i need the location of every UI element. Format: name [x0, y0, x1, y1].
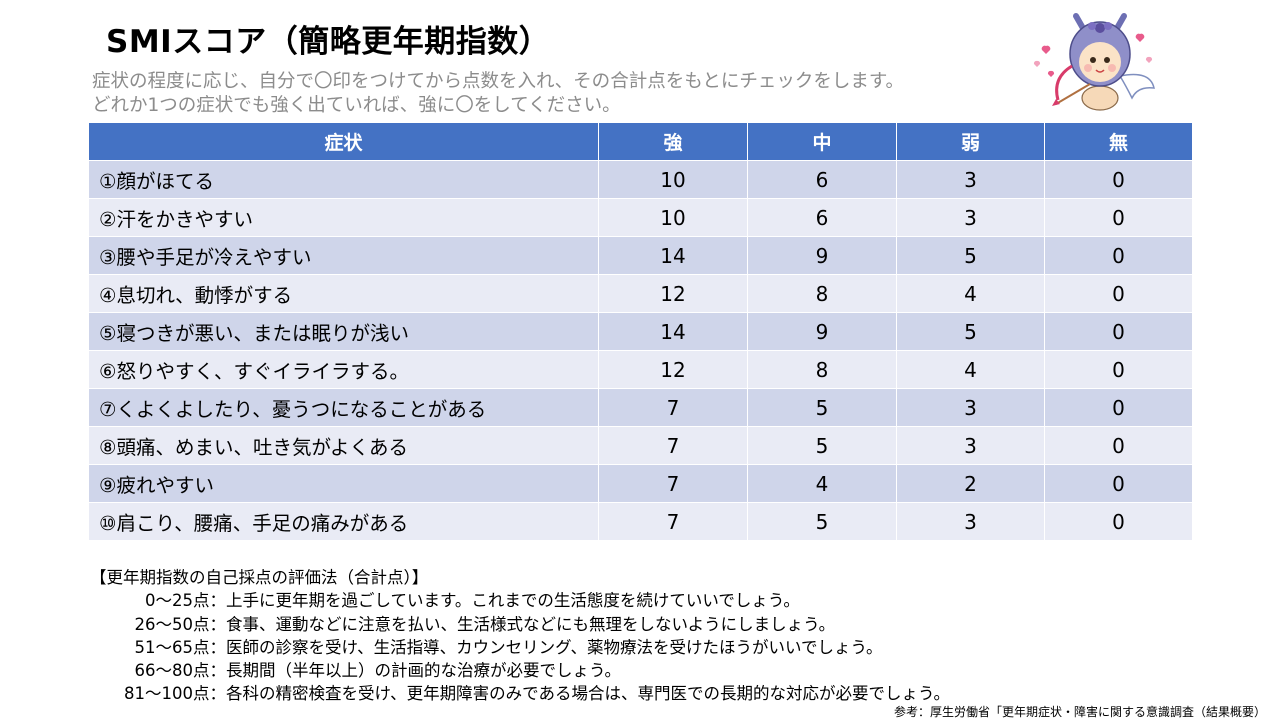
score-advice: 上手に更年期を過ごしています。これまでの生活態度を続けていいでしょう。: [226, 591, 800, 611]
score-advice: 各科の精密検査を受け、更年期障害のみである場合は、専門医での長期的な対応が必要で…: [226, 684, 951, 704]
instruction-line-2: どれか1つの症状でも強く出ていれば、強に〇をしてください。: [92, 95, 621, 116]
score-weak: 2: [896, 464, 1045, 503]
evaluation-section: 【更年期指数の自己採点の評価法（合計点）】 0～25点：上手に更年期を過ごしてい…: [90, 566, 950, 706]
score-none: 0: [1044, 350, 1193, 389]
header-medium: 中: [747, 122, 897, 161]
table-row: ⑦くよくよしたり、憂うつになることがある 7 5 3 0: [88, 388, 1193, 427]
score-none: 0: [1044, 198, 1193, 237]
evaluation-item: 81～100点：各科の精密検査を受け、更年期障害のみである場合は、専門医での長期…: [90, 682, 950, 705]
score-none: 0: [1044, 464, 1193, 503]
symptom-cell: ④息切れ、動悸がする: [88, 274, 599, 313]
score-none: 0: [1044, 388, 1193, 427]
symptom-cell: ⑥怒りやすく、すぐイライラする。: [88, 350, 599, 389]
score-strong: 7: [598, 388, 748, 427]
evaluation-item: 66～80点：長期間（半年以上）の計画的な治療が必要でしょう。: [90, 659, 950, 682]
table-row: ⑨疲れやすい 7 4 2 0: [88, 464, 1193, 503]
score-advice: 食事、運動などに注意を払い、生活様式などにも無理をしないようにしましょう。: [226, 614, 836, 634]
score-advice: 医師の診察を受け、生活指導、カウンセリング、薬物療法を受けたほうがいいでしょう。: [226, 637, 883, 657]
score-weak: 4: [896, 274, 1045, 313]
table-row: ③腰や手足が冷えやすい 14 9 5 0: [88, 236, 1193, 275]
symptom-cell: ⑨疲れやすい: [88, 464, 599, 503]
table-row: ⑤寝つきが悪い、または眠りが浅い 14 9 5 0: [88, 312, 1193, 351]
table-row: ②汗をかきやすい 10 6 3 0: [88, 198, 1193, 237]
score-strong: 12: [598, 274, 748, 313]
score-medium: 5: [747, 502, 897, 541]
score-weak: 3: [896, 426, 1045, 465]
table-header-row: 症状 強 中 弱 無: [88, 122, 1193, 161]
score-medium: 4: [747, 464, 897, 503]
score-medium: 8: [747, 274, 897, 313]
header-strong: 強: [598, 122, 748, 161]
score-strong: 12: [598, 350, 748, 389]
score-weak: 5: [896, 236, 1045, 275]
table-row: ①顔がほてる 10 6 3 0: [88, 160, 1193, 199]
symptom-cell: ⑩肩こり、腰痛、手足の痛みがある: [88, 502, 599, 541]
symptom-cell: ①顔がほてる: [88, 160, 599, 199]
symptom-cell: ⑤寝つきが悪い、または眠りが浅い: [88, 312, 599, 351]
score-range: 26～50点：: [134, 614, 227, 634]
score-strong: 14: [598, 236, 748, 275]
table-row: ⑧頭痛、めまい、吐き気がよくある 7 5 3 0: [88, 426, 1193, 465]
score-none: 0: [1044, 274, 1193, 313]
table-row: ⑩肩こり、腰痛、手足の痛みがある 7 5 3 0: [88, 502, 1193, 541]
score-weak: 3: [896, 198, 1045, 237]
evaluation-item: 26～50点：食事、運動などに注意を払い、生活様式などにも無理をしないようにしま…: [90, 613, 950, 636]
smi-score-table: 症状 強 中 弱 無 ①顔がほてる 10 6 3 0 ②汗をかきやすい 10 6…: [88, 122, 1193, 541]
score-advice: 長期間（半年以上）の計画的な治療が必要でしょう。: [226, 661, 622, 681]
score-none: 0: [1044, 502, 1193, 541]
score-none: 0: [1044, 236, 1193, 275]
header-weak: 弱: [896, 122, 1045, 161]
score-strong: 14: [598, 312, 748, 351]
score-weak: 3: [896, 502, 1045, 541]
cupid-mascot-illustration: [1033, 13, 1155, 111]
score-range: 81～100点：: [124, 684, 226, 704]
source-citation: 参考：厚生労働省「更年期症状・障害に関する意識調査（結果概要）: [893, 705, 1266, 719]
score-strong: 10: [598, 160, 748, 199]
table-row: ⑥怒りやすく、すぐイライラする。 12 8 4 0: [88, 350, 1193, 389]
evaluation-heading: 【更年期指数の自己採点の評価法（合計点）】: [90, 568, 429, 587]
score-none: 0: [1044, 426, 1193, 465]
page-title: SMIスコア（簡略更年期指数）: [106, 24, 551, 60]
score-weak: 5: [896, 312, 1045, 351]
header-symptom: 症状: [88, 122, 599, 161]
score-none: 0: [1044, 160, 1193, 199]
score-strong: 7: [598, 426, 748, 465]
evaluation-item: 51～65点：医師の診察を受け、生活指導、カウンセリング、薬物療法を受けたほうが…: [90, 636, 950, 659]
instruction-line-1: 症状の程度に応じ、自分で〇印をつけてから点数を入れ、その合計点をもとにチェックを…: [92, 71, 904, 92]
score-medium: 9: [747, 312, 897, 351]
score-strong: 7: [598, 502, 748, 541]
score-strong: 7: [598, 464, 748, 503]
symptom-cell: ③腰や手足が冷えやすい: [88, 236, 599, 275]
instructions: 症状の程度に応じ、自分で〇印をつけてから点数を入れ、その合計点をもとにチェックを…: [92, 70, 904, 118]
table-row: ④息切れ、動悸がする 12 8 4 0: [88, 274, 1193, 313]
symptom-cell: ②汗をかきやすい: [88, 198, 599, 237]
score-weak: 3: [896, 388, 1045, 427]
score-medium: 6: [747, 198, 897, 237]
score-range: 66～80点：: [134, 661, 227, 681]
symptom-cell: ⑧頭痛、めまい、吐き気がよくある: [88, 426, 599, 465]
score-medium: 6: [747, 160, 897, 199]
score-strong: 10: [598, 198, 748, 237]
score-medium: 5: [747, 388, 897, 427]
header-none: 無: [1044, 122, 1193, 161]
symptom-cell: ⑦くよくよしたり、憂うつになることがある: [88, 388, 599, 427]
score-range: 0～25点：: [145, 591, 226, 611]
score-medium: 9: [747, 236, 897, 275]
score-range: 51～65点：: [134, 637, 227, 657]
evaluation-item: 0～25点：上手に更年期を過ごしています。これまでの生活態度を続けていいでしょう…: [90, 589, 950, 612]
score-medium: 8: [747, 350, 897, 389]
score-medium: 5: [747, 426, 897, 465]
score-weak: 3: [896, 160, 1045, 199]
score-weak: 4: [896, 350, 1045, 389]
score-none: 0: [1044, 312, 1193, 351]
